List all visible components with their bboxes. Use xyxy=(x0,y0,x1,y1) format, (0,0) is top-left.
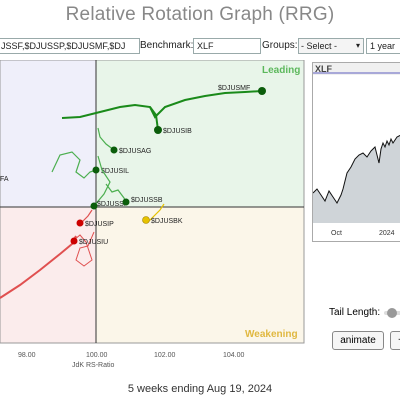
period-footer: 5 weeks ending Aug 19, 2024 xyxy=(127,383,273,395)
period-select[interactable]: 1 year xyxy=(366,38,400,54)
series-djusmf-tail xyxy=(61,90,263,119)
series-djusiu-tail-short xyxy=(73,231,95,267)
series-djusmf-head xyxy=(258,87,266,95)
controls-panel: Tail Length: animate + xyxy=(312,300,400,360)
symbols-input[interactable]: JSSF,$DJUSSP,$DJUSMF,$DJ xyxy=(0,38,140,54)
toolbar: JSSF,$DJUSSP,$DJUSMF,$DJ Benchmark: XLF … xyxy=(0,38,400,56)
x-tick-104: 104.00 xyxy=(223,352,245,359)
mini-chart-svg: XLF Oct 2024 xyxy=(312,63,400,237)
weakening-label: Weakening xyxy=(245,329,298,340)
series-djusib-tail xyxy=(149,106,159,131)
mini-chart-line xyxy=(312,134,400,204)
leading-label: Leading xyxy=(262,65,300,76)
mini-chart-symbol: XLF xyxy=(315,64,333,74)
x-tick-98: 98.00 xyxy=(18,352,36,359)
series-djusip-label: $DJUSIP xyxy=(85,221,114,228)
series-djussp-tail xyxy=(93,155,111,207)
series-djusag-tail xyxy=(97,127,115,151)
series-djusiu-head xyxy=(70,237,78,245)
series-djusbk-label: $DJUSBK xyxy=(151,218,183,225)
page-title: Relative Rotation Graph (RRG) xyxy=(65,4,335,25)
animate-button[interactable]: animate xyxy=(332,331,384,350)
series-djussp-label: $DJUSSP xyxy=(97,201,129,208)
groups-label: Groups: xyxy=(262,40,298,51)
series-djusip-head xyxy=(76,219,84,227)
x-tick-102: 102.00 xyxy=(154,352,176,359)
series-djusag-head xyxy=(110,146,118,154)
benchmark-input[interactable]: XLF xyxy=(193,38,261,54)
benchmark-mini-chart: XLF Oct 2024 xyxy=(312,62,400,242)
series-djusbk-head xyxy=(142,216,150,224)
series-djusag-label: $DJUSAG xyxy=(119,148,151,155)
series-djusiu-label: $DJUSIU xyxy=(79,239,108,246)
tail-length-label: Tail Length: xyxy=(329,307,381,318)
series-djusib-head xyxy=(154,126,162,134)
plot-border xyxy=(0,59,305,344)
x-axis-label: JdK RS-Ratio xyxy=(72,362,115,369)
quadrant-weakening xyxy=(96,207,304,343)
mini-chart-header xyxy=(313,63,400,75)
series-djussb-head xyxy=(122,198,130,206)
benchmark-label: Benchmark: xyxy=(140,40,194,51)
quadrant-leading xyxy=(96,60,304,207)
series-djusil-label: $DJUSIL xyxy=(101,168,129,175)
chevron-down-icon: ▾ xyxy=(355,41,360,50)
series-djussb-label: $DJUSSB xyxy=(131,197,163,204)
mini-chart-tick-oct: Oct xyxy=(331,230,342,237)
series-djusil-head xyxy=(92,166,100,174)
quadrant-lagging xyxy=(0,207,96,343)
series-djusib-label: $DJUSIB xyxy=(163,128,192,135)
groups-select-value: - Select - xyxy=(301,41,338,51)
tail-length-slider-thumb[interactable] xyxy=(387,308,397,318)
groups-select[interactable]: - Select - ▾ xyxy=(298,38,364,54)
extra-button[interactable]: + xyxy=(390,331,400,350)
mini-chart-tick-2024: 2024 xyxy=(379,230,395,237)
series-djusil-tail xyxy=(51,151,97,179)
rrg-chart: Leading Weakening $DJUSMF $DJUSIB $DJUSA… xyxy=(0,59,306,385)
series-djusiu-tail-long xyxy=(0,235,77,299)
rrg-plot: Leading Weakening $DJUSMF $DJUSIB $DJUSA… xyxy=(0,59,305,369)
left-edge-label: FA xyxy=(0,176,9,183)
quadrant-improving xyxy=(0,60,96,207)
series-djussp-head xyxy=(90,202,98,210)
tail-length-slider[interactable] xyxy=(384,308,400,318)
x-tick-100: 100.00 xyxy=(86,352,108,359)
series-djusmf-label: $DJUSMF xyxy=(218,85,250,92)
mini-chart-area xyxy=(313,135,400,223)
